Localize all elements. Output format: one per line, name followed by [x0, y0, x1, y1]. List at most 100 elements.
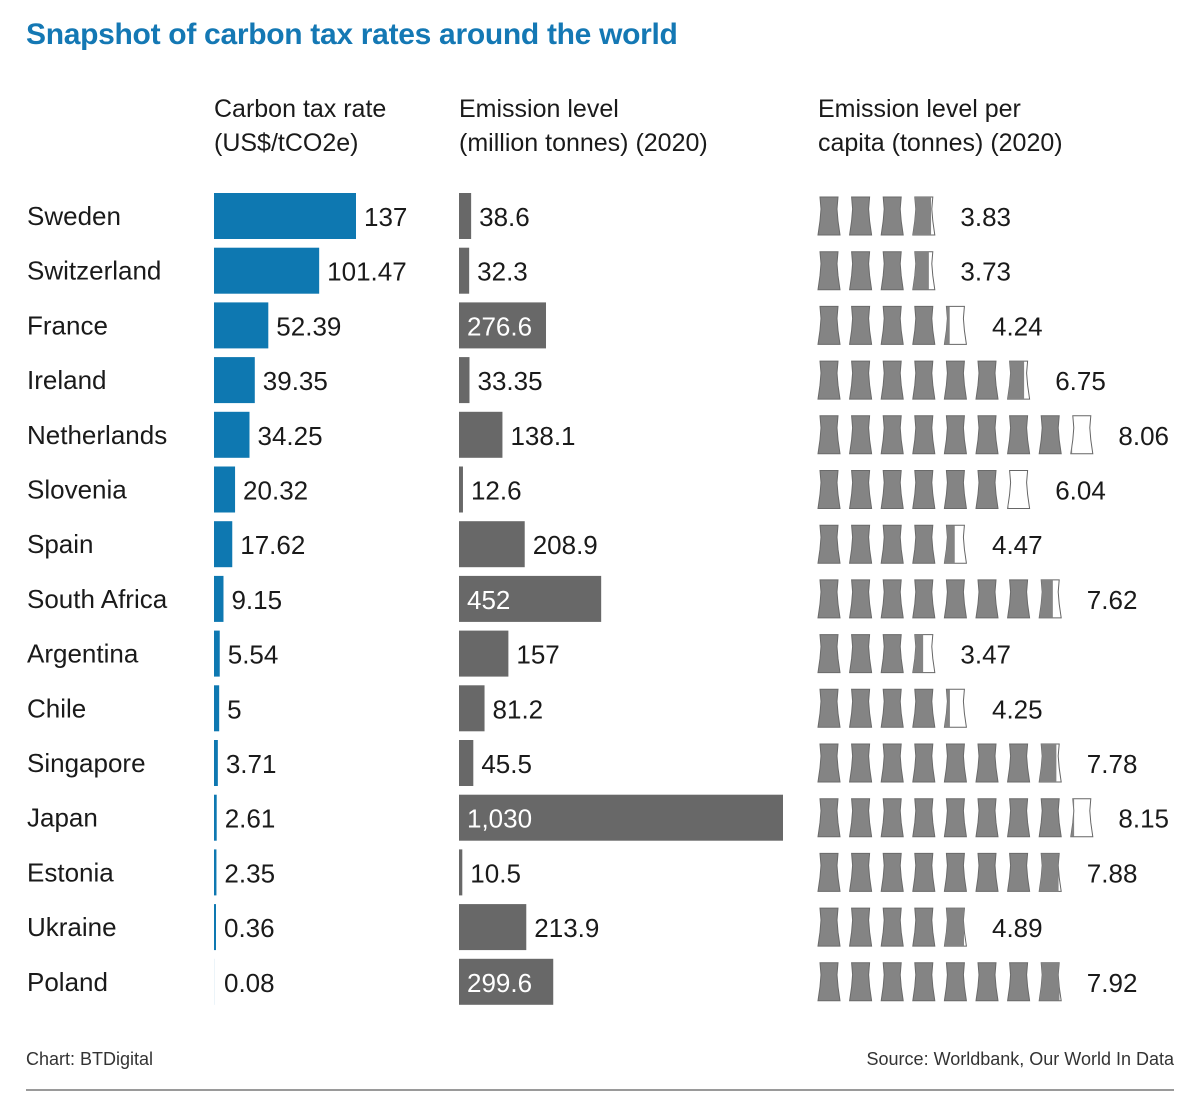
cooling-tower-icon [817, 962, 841, 1002]
cooling-tower-icon [817, 634, 841, 674]
cooling-tower-icon [943, 470, 967, 509]
cooling-tower-icon [975, 360, 999, 400]
cooling-tower-icon [849, 470, 873, 509]
emission-value-poland: 299.6 [467, 968, 532, 998]
tax-value-poland: 0.08 [224, 968, 275, 998]
emission-value-netherlands: 138.1 [510, 421, 575, 451]
cooling-tower-icon [975, 743, 999, 783]
cooling-tower-icon [817, 305, 841, 345]
cooling-tower-icon [817, 360, 841, 400]
chart-credit: Chart: BTDigital [26, 1049, 154, 1069]
cooling-tower-icon [849, 962, 873, 1002]
cooling-tower-icon [1038, 962, 1062, 1002]
cooling-tower-icon [1007, 579, 1031, 619]
cooling-tower-icon [849, 852, 873, 892]
emission-bar-poland [459, 958, 554, 1005]
emission-bar-sweden [459, 193, 472, 239]
emission-header-line-2: (million tonnes) (2020) [459, 129, 708, 157]
cooling-tower-icon [912, 743, 936, 783]
cooling-tower-icon [849, 798, 873, 838]
cooling-tower-icon [1007, 962, 1031, 1002]
cooling-tower-icon [880, 579, 904, 619]
cooling-tower-icon [817, 196, 841, 236]
tax-header-line-2: (US$/tCO2e) [214, 129, 359, 157]
emission-bar-south-africa [459, 575, 602, 622]
cooling-tower-icon [880, 962, 904, 1002]
emission-bar-chile [459, 685, 485, 732]
emission-bar-ireland [459, 357, 470, 404]
tax-bar-ireland [214, 357, 255, 404]
cooling-tower-icon [817, 852, 841, 892]
tax-bar-switzerland [214, 247, 320, 294]
cooling-tower-icon [880, 196, 904, 236]
per-capita-value-spain: 4.47 [992, 530, 1043, 560]
tax-value-netherlands: 34.25 [258, 421, 323, 451]
cooling-tower-icon [912, 251, 936, 291]
emission-value-argentina: 157 [516, 640, 559, 670]
cooling-tower-icon [912, 962, 936, 1002]
tax-value-singapore: 3.71 [226, 749, 277, 779]
cooling-tower-icon [912, 305, 936, 345]
cooling-tower-icon [943, 360, 967, 400]
tax-bar-sweden [214, 193, 356, 239]
cooling-tower-icon [1038, 852, 1062, 892]
cooling-tower-icon [880, 251, 904, 291]
emission-header-line-1: Emission level [459, 95, 619, 123]
emission-bar-japan [459, 794, 783, 841]
tax-bar-argentina [214, 630, 220, 677]
cooling-tower-icon [880, 743, 904, 783]
country-label-poland: Poland [27, 967, 108, 997]
emission-bar-estonia [459, 849, 463, 896]
cooling-tower-icon [912, 524, 936, 564]
emission-value-ireland: 33.35 [477, 366, 542, 396]
cooling-tower-icon [849, 579, 873, 619]
cooling-tower-icon [912, 196, 936, 236]
per-capita-value-chile: 4.25 [992, 694, 1043, 724]
cooling-tower-icon [912, 470, 936, 509]
tax-value-japan: 2.61 [225, 804, 276, 834]
cooling-tower-icon [880, 907, 904, 947]
cooling-tower-icon [943, 907, 967, 947]
tax-bar-chile [214, 685, 220, 732]
tax-value-argentina: 5.54 [228, 640, 279, 670]
cooling-tower-icon [975, 852, 999, 892]
per-capita-value-netherlands: 8.06 [1118, 421, 1169, 451]
emission-value-sweden: 38.6 [479, 202, 530, 232]
cooling-tower-icon [849, 743, 873, 783]
cooling-tower-icon [975, 962, 999, 1002]
tax-bar-singapore [214, 740, 218, 786]
emission-value-france: 276.6 [467, 311, 532, 341]
country-label-france: France [27, 310, 108, 340]
per-capita-value-argentina: 3.47 [960, 640, 1011, 670]
per-capita-value-singapore: 7.78 [1087, 749, 1138, 779]
tax-column-header: Carbon tax rate (US$/tCO2e) [214, 92, 386, 160]
cooling-tower-icon [912, 634, 936, 674]
cooling-tower-icon [943, 743, 967, 783]
emission-value-japan: 1,030 [467, 804, 532, 834]
tax-bar-netherlands [214, 411, 250, 458]
cooling-tower-icon [817, 907, 841, 947]
cooling-tower-icon [1038, 798, 1062, 838]
tax-value-ukraine: 0.36 [224, 913, 275, 943]
cooling-tower-icon [849, 196, 873, 236]
per-capita-column-header: Emission level per capita (tonnes) (2020… [818, 92, 1063, 160]
country-label-ireland: Ireland [27, 365, 107, 395]
per-capita-value-south-africa: 7.62 [1087, 585, 1138, 615]
country-label-japan: Japan [27, 803, 98, 833]
emission-bar-netherlands [459, 411, 503, 458]
country-label-singapore: Singapore [27, 748, 146, 778]
emission-value-estonia: 10.5 [470, 858, 521, 888]
cooling-tower-icon [817, 524, 841, 564]
tax-bar-estonia [214, 849, 217, 896]
cooling-tower-icon [880, 305, 904, 345]
chart-title: Snapshot of carbon tax rates around the … [26, 18, 678, 51]
emission-bar-slovenia [459, 466, 463, 513]
cooling-tower-icon [880, 470, 904, 509]
cooling-tower-icon [1038, 743, 1062, 783]
per-capita-header-line-2: capita (tonnes) (2020) [818, 129, 1063, 157]
cooling-tower-icon [1070, 415, 1094, 455]
cooling-tower-icon [849, 360, 873, 400]
cooling-tower-icon [975, 798, 999, 838]
cooling-tower-icon [849, 415, 873, 455]
